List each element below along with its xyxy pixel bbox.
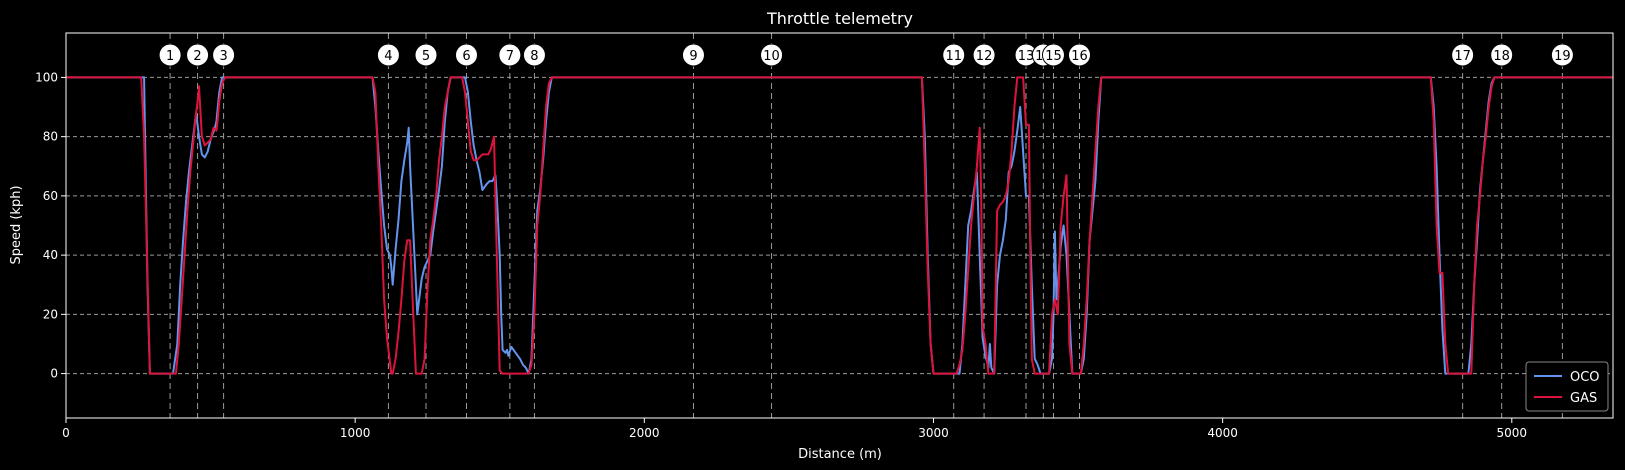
corner-label: 1 xyxy=(166,49,174,64)
corner-label: 3 xyxy=(219,49,227,64)
y-tick-label: 60 xyxy=(43,189,58,203)
x-axis-ticks: 0 1000 2000 3000 4000 5000 xyxy=(62,418,1527,440)
y-tick-label: 20 xyxy=(43,307,58,321)
corner-badge xyxy=(1550,43,1574,67)
x-tick-label: 3000 xyxy=(918,426,949,440)
corner-badge xyxy=(760,43,784,67)
legend-box xyxy=(1525,361,1609,412)
corner-label: 18 xyxy=(1493,49,1510,64)
corner-label: 16 xyxy=(1071,49,1088,64)
corner-badge xyxy=(1490,43,1514,67)
corner-badge xyxy=(212,43,236,67)
corner-badge xyxy=(158,43,182,67)
legend-label-oco: OCO xyxy=(1570,370,1600,385)
corner-badge xyxy=(186,43,210,67)
corner-markers: 12345678910111213141516171819 xyxy=(158,43,1574,67)
corner-label: 17 xyxy=(1454,49,1471,64)
corner-label: 9 xyxy=(689,49,697,64)
legend-label-gas: GAS xyxy=(1570,391,1597,406)
corner-label: 19 xyxy=(1554,49,1571,64)
x-tick-label: 0 xyxy=(62,426,70,440)
corner-badge xyxy=(1041,43,1065,67)
corner-badge xyxy=(522,43,546,67)
corner-label: 13 xyxy=(1018,49,1035,64)
corner-label: 4 xyxy=(384,49,392,64)
y-axis-ticks: 0 20 40 60 80 100 xyxy=(35,70,66,381)
corner-label: 5 xyxy=(422,49,430,64)
corner-label: 15 xyxy=(1045,49,1062,64)
y-axis-label: Speed (kph) xyxy=(9,185,24,264)
corner-label: 10 xyxy=(763,49,780,64)
corner-badge xyxy=(454,43,478,67)
corner-label: 7 xyxy=(506,49,514,64)
chart-title: Throttle telemetry xyxy=(766,9,913,28)
series-layer xyxy=(66,76,1613,375)
x-tick-label: 5000 xyxy=(1497,426,1528,440)
corner-label: 6 xyxy=(462,49,470,64)
corner-label: 2 xyxy=(193,49,201,64)
corner-badge xyxy=(942,43,966,67)
y-tick-label: 0 xyxy=(50,367,58,381)
corner-label: 11 xyxy=(945,49,962,64)
corner-badge xyxy=(681,43,705,67)
corner-label: 8 xyxy=(530,49,538,64)
y-tick-label: 80 xyxy=(43,130,58,144)
x-tick-label: 4000 xyxy=(1207,426,1238,440)
corner-badge xyxy=(498,43,522,67)
corner-badge xyxy=(972,43,996,67)
x-tick-label: 1000 xyxy=(340,426,371,440)
corner-badge xyxy=(1068,43,1092,67)
y-tick-label: 100 xyxy=(35,70,58,84)
y-tick-label: 40 xyxy=(43,248,58,262)
corner-badge xyxy=(376,43,400,67)
series-line-gas xyxy=(66,76,1613,375)
plot-area-frame xyxy=(65,32,1614,419)
corner-badge xyxy=(414,43,438,67)
corner-label: 12 xyxy=(976,49,993,64)
x-tick-label: 2000 xyxy=(629,426,660,440)
legend: OCO GAS xyxy=(1525,361,1609,412)
corner-badge xyxy=(1451,43,1475,67)
x-axis-label: Distance (m) xyxy=(798,447,882,462)
